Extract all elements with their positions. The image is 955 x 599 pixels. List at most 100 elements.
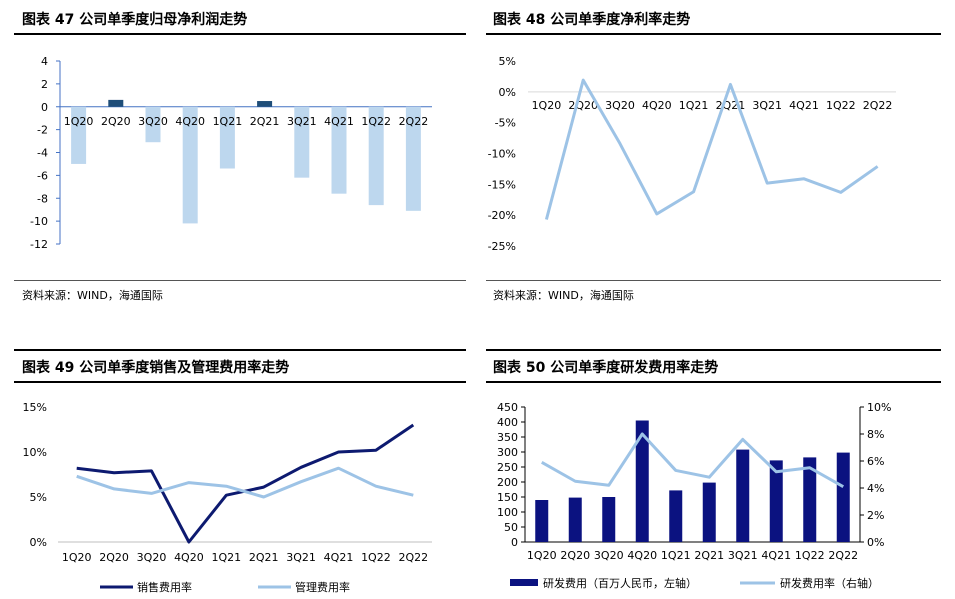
left-tick-label: 100 bbox=[497, 506, 518, 519]
x-tick-label: 4Q20 bbox=[627, 549, 657, 562]
title-rule bbox=[14, 381, 466, 383]
x-tick-label: 4Q21 bbox=[324, 115, 354, 128]
bar bbox=[635, 420, 649, 542]
x-tick-label: 2Q21 bbox=[694, 549, 724, 562]
legend-label: 管理费用率 bbox=[295, 580, 350, 594]
right-tick-label: 8% bbox=[867, 428, 884, 441]
y-tick-label: -4 bbox=[37, 147, 48, 160]
series-line-1 bbox=[76, 423, 415, 544]
bar bbox=[405, 106, 421, 211]
x-tick-label: 4Q21 bbox=[761, 549, 791, 562]
x-tick-label: 3Q21 bbox=[286, 551, 316, 564]
bar bbox=[294, 106, 310, 178]
top-rule bbox=[486, 349, 941, 351]
source-note: 资料来源：WIND，海通国际 bbox=[493, 289, 634, 302]
x-tick-label: 2Q22 bbox=[828, 549, 858, 562]
y-tick-label: -2 bbox=[37, 124, 48, 137]
source-note: 资料来源：WIND，海通国际 bbox=[22, 289, 163, 302]
legend-swatch bbox=[510, 579, 538, 586]
bar bbox=[182, 106, 198, 224]
bar bbox=[368, 106, 384, 206]
x-tick-label: 2Q22 bbox=[863, 99, 893, 112]
bar bbox=[71, 106, 87, 164]
right-tick-label: 2% bbox=[867, 509, 884, 522]
source-rule bbox=[14, 280, 466, 281]
y-tick-label: 5% bbox=[499, 55, 516, 68]
x-tick-label: 1Q22 bbox=[826, 99, 856, 112]
x-tick-label: 1Q20 bbox=[527, 549, 557, 562]
chart-title: 图表 48 公司单季度净利率走势 bbox=[493, 12, 691, 28]
x-tick-label: 2Q22 bbox=[398, 551, 428, 564]
y-tick-label: 0 bbox=[41, 101, 48, 114]
bar bbox=[769, 460, 783, 542]
y-tick-label: -10 bbox=[30, 215, 48, 228]
x-tick-label: 1Q22 bbox=[361, 115, 391, 128]
right-tick-label: 4% bbox=[867, 482, 884, 495]
y-tick-label: 0% bbox=[499, 86, 516, 99]
y-tick-label: 5% bbox=[30, 491, 47, 504]
title-rule bbox=[486, 381, 941, 383]
bar bbox=[568, 497, 582, 542]
right-tick-label: 0% bbox=[867, 536, 884, 549]
x-tick-label: 2Q20 bbox=[101, 115, 131, 128]
left-tick-label: 0 bbox=[511, 536, 518, 549]
right-tick-label: 10% bbox=[867, 401, 891, 414]
left-tick-label: 200 bbox=[497, 476, 518, 489]
x-tick-label: 3Q21 bbox=[728, 549, 758, 562]
bar bbox=[257, 101, 273, 107]
y-tick-label: -10% bbox=[488, 148, 516, 161]
right-tick-label: 6% bbox=[867, 455, 884, 468]
y-tick-label: -6 bbox=[37, 169, 48, 182]
title-rule bbox=[14, 33, 466, 35]
x-tick-label: 4Q20 bbox=[174, 551, 204, 564]
x-tick-label: 4Q21 bbox=[789, 99, 819, 112]
bar bbox=[602, 497, 616, 542]
chart-title: 图表 49 公司单季度销售及管理费用率走势 bbox=[22, 360, 290, 376]
bar bbox=[803, 457, 817, 542]
y-tick-label: -8 bbox=[37, 192, 48, 205]
x-tick-label: 1Q21 bbox=[661, 549, 691, 562]
legend-label: 研发费用（百万人民币，左轴） bbox=[543, 576, 697, 590]
x-tick-label: 2Q20 bbox=[99, 551, 129, 564]
chart-title: 图表 47 公司单季度归母净利润走势 bbox=[22, 12, 248, 28]
x-tick-label: 3Q20 bbox=[605, 99, 635, 112]
title-rule bbox=[486, 33, 941, 35]
net-margin-line bbox=[544, 78, 879, 220]
left-tick-label: 250 bbox=[497, 461, 518, 474]
left-tick-label: 300 bbox=[497, 446, 518, 459]
y-tick-label: 2 bbox=[41, 78, 48, 91]
x-tick-label: 1Q20 bbox=[62, 551, 92, 564]
x-tick-label: 4Q21 bbox=[324, 551, 354, 564]
x-tick-label: 3Q20 bbox=[137, 551, 167, 564]
x-tick-label: 4Q20 bbox=[175, 115, 205, 128]
x-tick-label: 4Q20 bbox=[642, 99, 672, 112]
top-rule bbox=[14, 349, 466, 351]
x-tick-label: 2Q22 bbox=[399, 115, 429, 128]
bar bbox=[219, 106, 235, 169]
y-tick-label: 15% bbox=[23, 401, 47, 414]
x-tick-label: 1Q21 bbox=[679, 99, 709, 112]
x-tick-label: 3Q21 bbox=[752, 99, 782, 112]
x-tick-label: 3Q20 bbox=[594, 549, 624, 562]
bar bbox=[669, 490, 683, 542]
y-tick-label: -20% bbox=[488, 209, 516, 222]
y-tick-label: 0% bbox=[30, 536, 47, 549]
left-tick-label: 150 bbox=[497, 491, 518, 504]
y-tick-label: -25% bbox=[488, 240, 516, 253]
x-tick-label: 1Q21 bbox=[211, 551, 241, 564]
source-rule bbox=[486, 280, 941, 281]
bar bbox=[736, 449, 750, 542]
bar bbox=[836, 452, 850, 542]
x-tick-label: 2Q21 bbox=[250, 115, 280, 128]
y-tick-label: 10% bbox=[23, 446, 47, 459]
legend-label: 研发费用率（右轴） bbox=[780, 576, 879, 590]
bar bbox=[702, 482, 716, 542]
rd-ratio-line bbox=[541, 432, 844, 488]
x-tick-label: 1Q20 bbox=[64, 115, 94, 128]
chart-title: 图表 50 公司单季度研发费用率走势 bbox=[493, 360, 719, 376]
x-tick-label: 1Q22 bbox=[361, 551, 391, 564]
legend-label: 销售费用率 bbox=[137, 580, 192, 594]
bar bbox=[331, 106, 347, 194]
x-tick-label: 1Q21 bbox=[213, 115, 243, 128]
left-tick-label: 450 bbox=[497, 401, 518, 414]
